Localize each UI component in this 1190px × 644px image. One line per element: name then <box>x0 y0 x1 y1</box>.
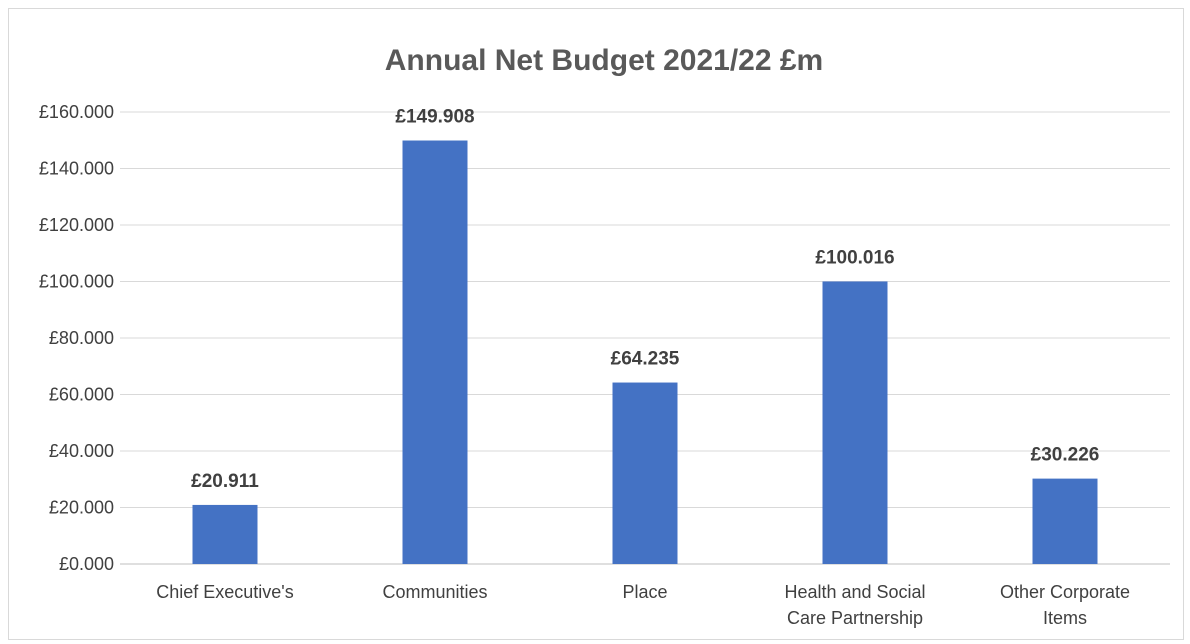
gridlines <box>120 111 1170 565</box>
data-label: £100.016 <box>815 247 894 268</box>
bar <box>822 281 888 564</box>
y-tick-label: £20.000 <box>49 498 114 518</box>
category-label: Communities <box>382 582 487 602</box>
bar <box>192 504 258 564</box>
y-tick-label: £0.000 <box>59 554 114 574</box>
category-label: Other Corporate Items <box>1000 582 1130 628</box>
category-label: Chief Executive's <box>156 582 294 602</box>
x-axis-categories: Chief Executive's Communities Place Health … <box>156 582 1130 628</box>
y-tick-label: £80.000 <box>49 328 114 348</box>
data-label: £64.235 <box>611 349 680 370</box>
y-tick-label: £40.000 <box>49 441 114 461</box>
data-label: £30.226 <box>1031 445 1100 466</box>
category-label: Health and Social Care Partnership <box>784 582 925 628</box>
y-tick-label: £60.000 <box>49 385 114 405</box>
y-axis-ticks: £0.000 £20.000 £40.000 £60.000 £80.000 £100.0… <box>39 102 114 574</box>
y-tick-label: £160.000 <box>39 102 114 122</box>
category-label: Place <box>622 582 667 602</box>
data-label: £20.911 <box>191 471 259 492</box>
data-label: £149.908 <box>395 107 474 128</box>
y-tick-label: £100.000 <box>39 272 114 292</box>
data-labels: £20.911 £149.908 £64.235 £100.016 £30.226 <box>191 107 1099 492</box>
bar <box>1032 478 1098 564</box>
y-tick-label: £140.000 <box>39 159 114 179</box>
bars <box>192 140 1098 565</box>
y-tick-label: £120.000 <box>39 215 114 235</box>
bar <box>612 382 678 564</box>
bar <box>402 140 468 565</box>
chart-title: Annual Net Budget 2021/22 £m <box>385 44 823 77</box>
